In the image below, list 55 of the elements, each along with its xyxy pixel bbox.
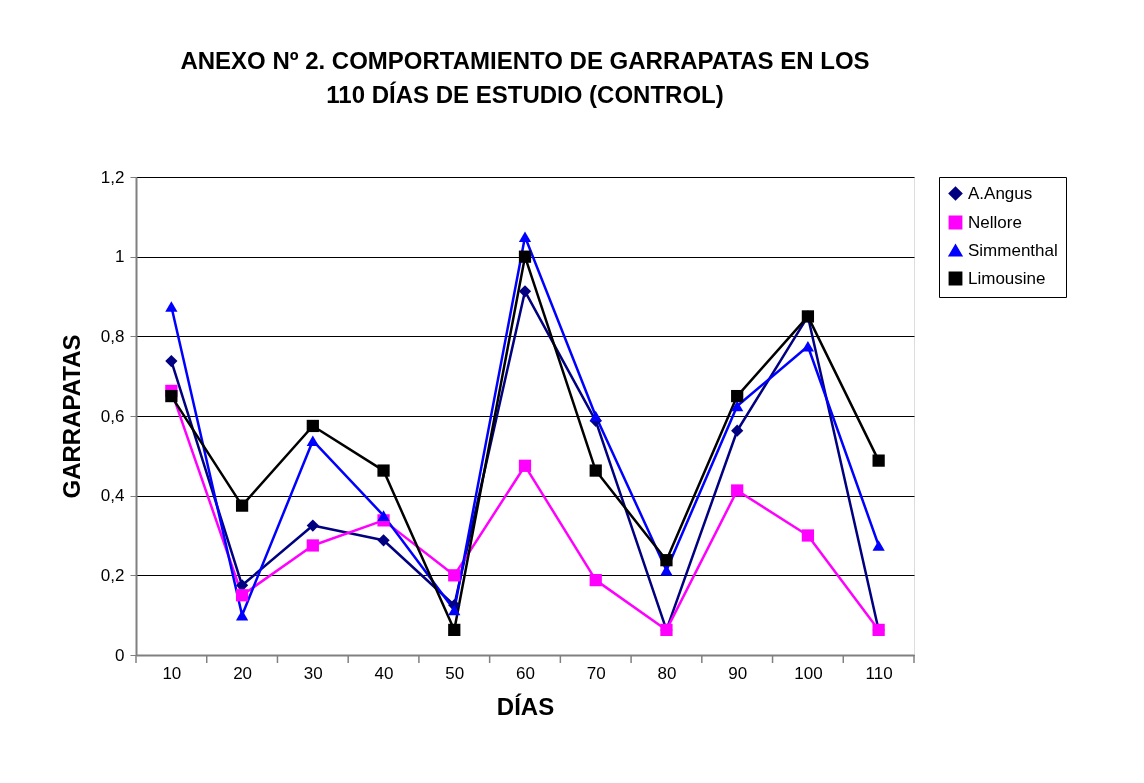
point [731,424,744,437]
x-tick-label: 70 [586,663,606,683]
point [589,573,602,587]
x-tick-label: 80 [657,663,677,683]
point [235,589,249,602]
point [518,231,532,243]
point [448,623,461,637]
point [589,410,602,422]
x-tick-label: 50 [445,663,465,683]
point [589,464,602,477]
point [306,419,319,433]
y-tick-label: 0,8 [100,326,125,346]
point [872,454,885,467]
point [165,354,178,368]
y-tick-label: 1,2 [100,167,125,187]
x-tick-label: 20 [233,663,253,683]
point [377,534,390,547]
legend-label: A.Angus [968,183,1033,203]
x-tick-label: 100 [794,663,823,683]
point [518,250,532,263]
point [518,459,532,472]
x-tick-label: 110 [865,663,893,683]
legend-label: Nellore [968,212,1022,232]
legend-label: Limousine [968,268,1046,288]
x-tick-label: 30 [303,663,323,683]
point [306,519,319,532]
chart-title: ANEXO Nº 2. COMPORTAMIENTO DE GARRAPATAS EN LOS 110 DÍAS DE ESTUDIO (CONTROL) [180,47,870,108]
point [306,539,319,552]
point [660,554,673,567]
point [165,389,178,403]
point [801,529,815,542]
x-tick-label: 10 [162,663,182,683]
y-tick-label: 0,4 [100,486,125,506]
point [518,285,532,298]
point [448,604,461,616]
x-tick-label: 90 [728,663,748,683]
point [377,510,390,521]
y-tick-label: 0 [115,645,125,665]
x-axis-title: DÍAS [496,692,555,720]
x-tick-label: 60 [516,663,535,683]
point [872,540,885,551]
y-axis-title: GARRAPATAS [57,334,85,499]
legend-label: Simmenthal [968,240,1058,260]
point [235,499,249,512]
y-tick-label: 1 [115,247,125,267]
point [801,340,815,352]
point [377,464,390,477]
y-tick-label: 0,2 [100,565,125,585]
point [165,301,178,312]
y-tick-label: 0,6 [100,406,125,426]
point [731,484,744,497]
point [306,435,319,446]
point [731,389,744,403]
point [448,569,461,582]
x-tick-label: 40 [374,663,394,683]
